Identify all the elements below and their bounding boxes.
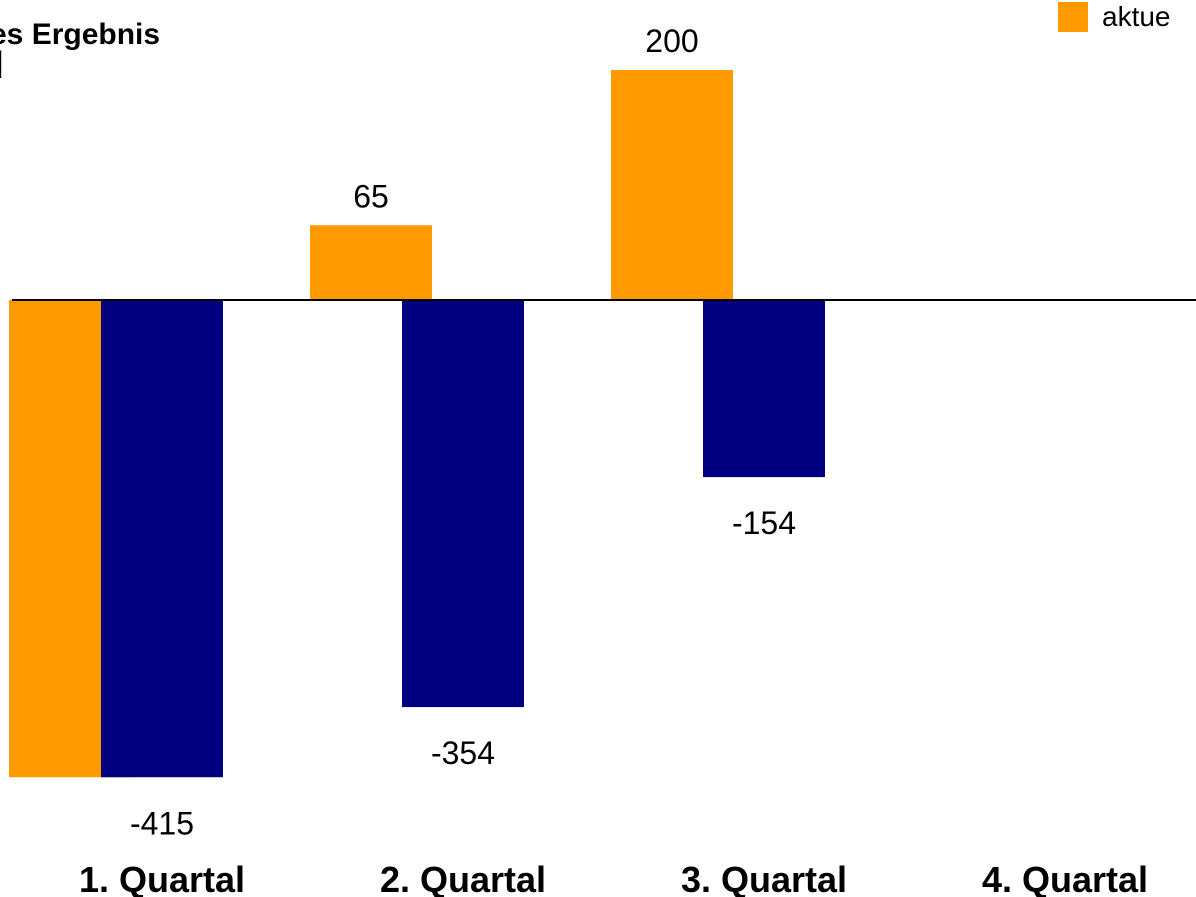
bar-navy-1 (101, 300, 223, 778)
legend-label: aktue (1102, 1, 1171, 32)
category-label-1: 1. Quartal (79, 859, 245, 897)
bars-group (9, 70, 825, 778)
legend-swatch-orange (1058, 2, 1088, 32)
category-label-4: 4. Quartal (982, 859, 1148, 897)
bar-orange-3 (611, 70, 733, 300)
data-label-orange-2: 65 (353, 178, 389, 214)
data-label-navy-1: -415 (130, 805, 194, 841)
data-label-navy-2: -354 (431, 735, 495, 771)
category-label-2: 2. Quartal (380, 859, 546, 897)
chart-subtitle: ] (0, 46, 3, 80)
category-label-3: 3. Quartal (681, 859, 847, 897)
bar-orange-2 (310, 225, 432, 300)
data-label-navy-3: -154 (732, 505, 796, 541)
labels-group: 65 200 -415 -354 -154 1. Quartal 2. Quartal 3. … (79, 23, 1148, 897)
legend: aktue (1058, 2, 1171, 32)
chart-title: es Ergebnis (0, 18, 161, 51)
bar-navy-3 (703, 300, 825, 478)
data-label-orange-3: 200 (645, 23, 698, 59)
bar-navy-2 (402, 300, 524, 708)
